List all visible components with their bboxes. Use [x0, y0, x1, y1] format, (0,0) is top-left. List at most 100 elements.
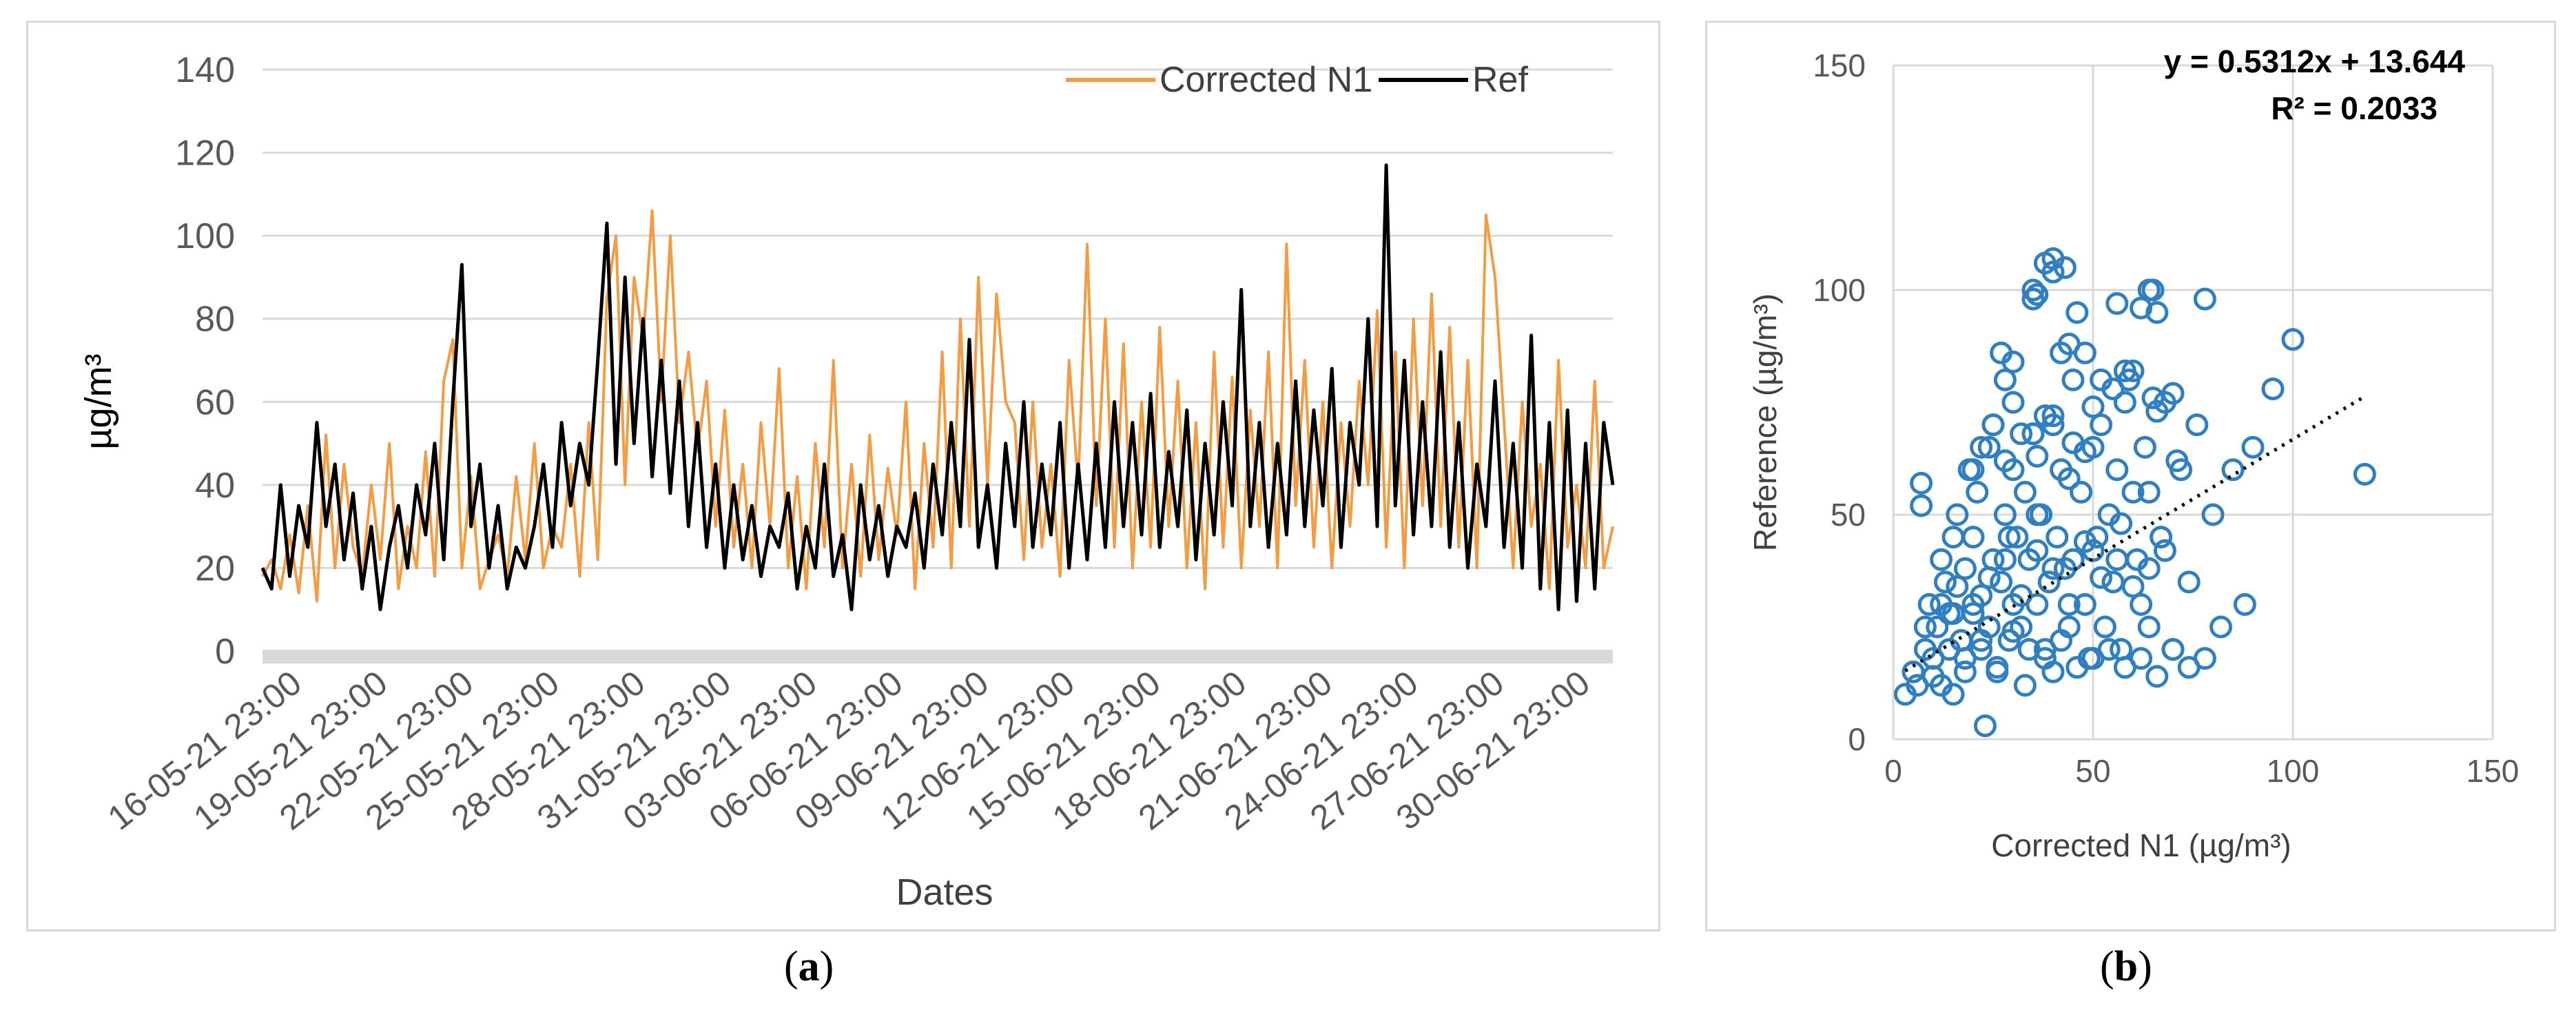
scatter-point: [2121, 575, 2145, 598]
scatter-point: [2105, 292, 2129, 316]
scatter-point: [2021, 278, 2045, 302]
x-tick-label: 150: [2466, 753, 2520, 789]
scatter-point: [2010, 584, 2033, 607]
scatter-point: [2137, 278, 2161, 302]
scatter-point: [2150, 526, 2173, 549]
scatter-point: [1993, 368, 2017, 391]
scatter-point: [1921, 665, 1945, 688]
panel-b: 0 50 100 150 0 50 100 150 y = 0.5312x + 13.644 …: [1705, 21, 2556, 931]
series-corrected-line: [261, 209, 1614, 603]
y-tick-label: 50: [1831, 497, 1866, 533]
scatter-point: [2110, 512, 2133, 535]
scatter-point: [2209, 615, 2233, 639]
scatter-point: [1946, 503, 1969, 526]
scatter-point: [1917, 593, 1941, 616]
scatter-point: [2057, 593, 2081, 616]
y-tick-label: 40: [195, 466, 235, 506]
x-tick-label: 100: [2267, 753, 2320, 789]
scatter-point: [2193, 647, 2216, 670]
scatter-point: [2153, 539, 2176, 562]
scatter-point: [1961, 458, 1985, 482]
scatter-point: [2073, 593, 2096, 616]
scatter-point: [1990, 341, 2013, 364]
scatter-point: [2121, 359, 2145, 382]
scatter-point: [2097, 638, 2121, 661]
y-tick-label: 100: [175, 216, 235, 256]
scatter-point: [2177, 570, 2201, 594]
scatter-point: [2093, 615, 2116, 639]
scatter-point: [2013, 480, 2037, 504]
scatter-point: [2105, 548, 2129, 571]
scatter-point: [1986, 656, 2009, 679]
scatter-point: [2145, 665, 2169, 688]
y-axis-label: Reference (µg/m³): [1747, 293, 1783, 551]
legend-label-corrected: Corrected N1: [1160, 60, 1372, 100]
scatter-point: [2161, 638, 2185, 661]
trendline: [1904, 395, 2366, 672]
scatter-point: [1977, 566, 2001, 589]
y-tick-label: 60: [195, 382, 235, 422]
scatter-point: [1941, 601, 1965, 625]
y-axis-label: µg/m³: [78, 353, 119, 449]
scatter-point: [2141, 386, 2165, 409]
scatter-point: [1910, 471, 1933, 495]
scatter-point: [2137, 480, 2161, 504]
caption-b: (b): [2100, 943, 2152, 990]
x-axis-label: Corrected N1 (µg/m³): [1991, 827, 2291, 863]
scatter-point: [2281, 328, 2305, 351]
scatter-point: [2201, 503, 2225, 526]
scatter-point: [2137, 557, 2161, 580]
x-tick-label: 0: [1884, 753, 1902, 789]
r-squared: R² = 0.2033: [2271, 90, 2438, 126]
scatter-point: [2050, 629, 2073, 652]
scatter-point: [1933, 570, 1957, 594]
scatter-point: [2161, 382, 2185, 405]
scatter-point: [2041, 404, 2065, 428]
x-tick-label: 50: [2075, 753, 2110, 789]
scatter-point: [2010, 422, 2033, 446]
scatter-point: [2145, 301, 2169, 325]
panel-a: 0 20 40 60 80 100 120 140 16-05-21 23:00 19-05-2…: [26, 21, 1660, 931]
y-tick-label: 20: [195, 548, 235, 588]
scatter-point: [2185, 413, 2209, 437]
legend: Corrected N1 Ref: [1066, 60, 1528, 100]
scatter-point: [1913, 615, 1937, 639]
scatter-point: [2137, 615, 2161, 639]
scatter-point: [1966, 480, 1989, 504]
scatter-point: [2006, 526, 2029, 549]
scatter-point: [2033, 647, 2057, 670]
scatter-point: [2021, 287, 2045, 311]
y-tick-label: 150: [1813, 48, 1866, 83]
scatter-point: [1953, 557, 1977, 580]
y-tick-label: 80: [195, 300, 235, 340]
scatter-point: [2061, 368, 2085, 391]
scatter-point: [2081, 395, 2105, 419]
scatter-point: [2241, 435, 2265, 459]
scatter-point: [1930, 548, 1953, 571]
scatter-point: [1970, 435, 1993, 459]
scatter-point: [2113, 391, 2136, 414]
y-tick-label: 0: [215, 632, 235, 672]
scatter-point: [2037, 570, 2061, 594]
y-tick-label: 0: [1848, 721, 1866, 757]
scatter-point: [1990, 570, 2013, 594]
scatter-point: [2013, 674, 2037, 697]
y-tick-label: 100: [1813, 272, 1866, 308]
legend-label-ref: Ref: [1472, 60, 1528, 100]
y-tick-label: 120: [175, 134, 235, 174]
trend-equation: y = 0.5312x + 13.644: [2164, 43, 2466, 79]
caption-a: (a): [784, 943, 834, 990]
scatter-point: [2085, 526, 2109, 549]
scatter-point: [2133, 435, 2156, 459]
scatter-point: [2057, 467, 2081, 491]
scatter-point: [2130, 296, 2153, 320]
scatter-point: [1973, 714, 1997, 737]
scatter-point: [1970, 584, 1993, 607]
scatter-point: [1993, 503, 2017, 526]
scatter-point: [2041, 557, 2065, 580]
scatter-point: [2026, 283, 2049, 307]
series-ref-line: [260, 163, 1615, 612]
scatter-point: [2113, 359, 2136, 382]
